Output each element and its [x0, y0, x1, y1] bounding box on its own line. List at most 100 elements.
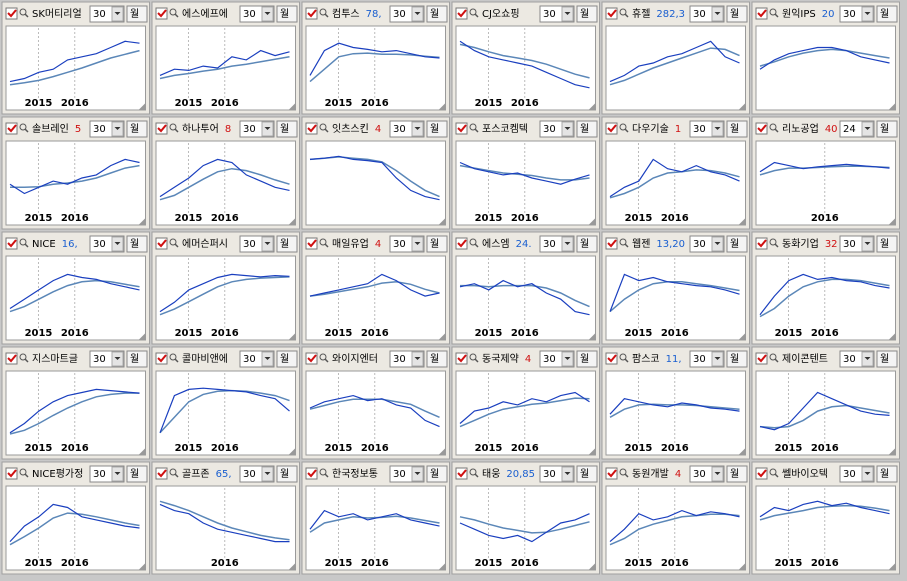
- stock-name[interactable]: 제이콘텐트: [782, 353, 828, 365]
- stock-name[interactable]: 웹젠: [632, 238, 650, 250]
- search-icon[interactable]: [619, 123, 627, 131]
- checkbox[interactable]: [755, 122, 768, 135]
- stock-name[interactable]: 원익IPS: [782, 8, 816, 20]
- month-button[interactable]: [726, 350, 748, 368]
- stock-name[interactable]: 에머슨퍼시: [182, 238, 228, 250]
- search-icon[interactable]: [19, 353, 27, 361]
- checkbox[interactable]: [755, 467, 768, 480]
- search-icon[interactable]: [619, 238, 627, 246]
- checkbox[interactable]: [605, 237, 618, 250]
- month-button[interactable]: [576, 120, 598, 138]
- month-button[interactable]: [426, 120, 448, 138]
- checkbox[interactable]: [305, 352, 318, 365]
- stock-name[interactable]: SK머티리얼: [32, 8, 82, 20]
- search-icon[interactable]: [469, 353, 477, 361]
- search-icon[interactable]: [319, 353, 327, 361]
- checkbox[interactable]: [455, 122, 468, 135]
- search-icon[interactable]: [769, 468, 777, 476]
- stock-name[interactable]: 잇츠스킨: [332, 123, 369, 135]
- stock-name[interactable]: 에스에프에: [182, 8, 228, 20]
- checkbox[interactable]: [605, 352, 618, 365]
- checkbox[interactable]: [305, 237, 318, 250]
- stock-name[interactable]: 골프존: [182, 468, 210, 480]
- search-icon[interactable]: [19, 123, 27, 131]
- month-button[interactable]: [726, 235, 748, 253]
- search-icon[interactable]: [769, 238, 777, 246]
- stock-name[interactable]: 하나투어: [182, 122, 219, 135]
- checkbox[interactable]: [5, 352, 18, 365]
- search-icon[interactable]: [319, 123, 327, 131]
- search-icon[interactable]: [19, 468, 27, 476]
- search-icon[interactable]: [619, 353, 627, 361]
- search-icon[interactable]: [169, 8, 177, 16]
- stock-name[interactable]: NICE평가정: [32, 468, 83, 480]
- month-button[interactable]: [876, 235, 898, 253]
- month-button[interactable]: [576, 235, 598, 253]
- checkbox[interactable]: [155, 237, 168, 250]
- search-icon[interactable]: [19, 8, 27, 16]
- month-button[interactable]: [276, 235, 298, 253]
- month-button[interactable]: [276, 5, 298, 23]
- search-icon[interactable]: [469, 123, 477, 131]
- search-icon[interactable]: [319, 8, 327, 16]
- month-button[interactable]: [426, 465, 448, 483]
- month-button[interactable]: [876, 120, 898, 138]
- month-button[interactable]: [876, 5, 898, 23]
- month-button[interactable]: [126, 465, 148, 483]
- checkbox[interactable]: [755, 237, 768, 250]
- stock-name[interactable]: 다우기술: [632, 123, 669, 135]
- search-icon[interactable]: [169, 123, 177, 131]
- checkbox[interactable]: [155, 7, 168, 20]
- month-button[interactable]: [726, 120, 748, 138]
- search-icon[interactable]: [769, 8, 777, 16]
- month-button[interactable]: [576, 465, 598, 483]
- checkbox[interactable]: [455, 7, 468, 20]
- stock-name[interactable]: 포스코켐텍: [482, 123, 528, 135]
- search-icon[interactable]: [319, 468, 327, 476]
- stock-name[interactable]: 태웅: [482, 468, 500, 480]
- stock-name[interactable]: 한국정보통: [332, 468, 378, 480]
- search-icon[interactable]: [769, 353, 777, 361]
- search-icon[interactable]: [469, 238, 477, 246]
- stock-name[interactable]: NICE: [32, 239, 56, 250]
- stock-name[interactable]: 에스엠: [482, 238, 510, 250]
- stock-name[interactable]: 솔브레인: [32, 123, 69, 135]
- checkbox[interactable]: [155, 122, 168, 135]
- stock-name[interactable]: 컴투스: [332, 8, 360, 20]
- search-icon[interactable]: [19, 238, 27, 246]
- stock-name[interactable]: 동화기업: [782, 237, 819, 250]
- month-button[interactable]: [126, 350, 148, 368]
- stock-name[interactable]: 팜스코: [632, 353, 660, 365]
- month-button[interactable]: [426, 5, 448, 23]
- checkbox[interactable]: [455, 467, 468, 480]
- search-icon[interactable]: [169, 238, 177, 246]
- month-button[interactable]: [876, 350, 898, 368]
- month-button[interactable]: [126, 235, 148, 253]
- checkbox[interactable]: [455, 237, 468, 250]
- stock-name[interactable]: 와이지엔터: [332, 353, 378, 365]
- checkbox[interactable]: [5, 122, 18, 135]
- month-button[interactable]: [726, 5, 748, 23]
- search-icon[interactable]: [319, 238, 327, 246]
- month-button[interactable]: [426, 350, 448, 368]
- stock-name[interactable]: 매일유업: [332, 237, 369, 250]
- checkbox[interactable]: [755, 7, 768, 20]
- month-button[interactable]: [576, 350, 598, 368]
- month-button[interactable]: [876, 465, 898, 483]
- checkbox[interactable]: [5, 237, 18, 250]
- stock-name[interactable]: CJ오쇼핑: [482, 8, 520, 20]
- month-button[interactable]: [426, 235, 448, 253]
- checkbox[interactable]: [605, 467, 618, 480]
- stock-name[interactable]: 리노공업: [782, 122, 819, 135]
- checkbox[interactable]: [755, 352, 768, 365]
- search-icon[interactable]: [769, 123, 777, 131]
- checkbox[interactable]: [155, 352, 168, 365]
- stock-name[interactable]: 동국제약: [482, 353, 519, 365]
- stock-name[interactable]: 휴젤: [632, 8, 650, 20]
- checkbox[interactable]: [605, 7, 618, 20]
- stock-name[interactable]: 지스마트글: [32, 353, 78, 365]
- checkbox[interactable]: [305, 467, 318, 480]
- checkbox[interactable]: [155, 467, 168, 480]
- month-button[interactable]: [276, 465, 298, 483]
- checkbox[interactable]: [305, 122, 318, 135]
